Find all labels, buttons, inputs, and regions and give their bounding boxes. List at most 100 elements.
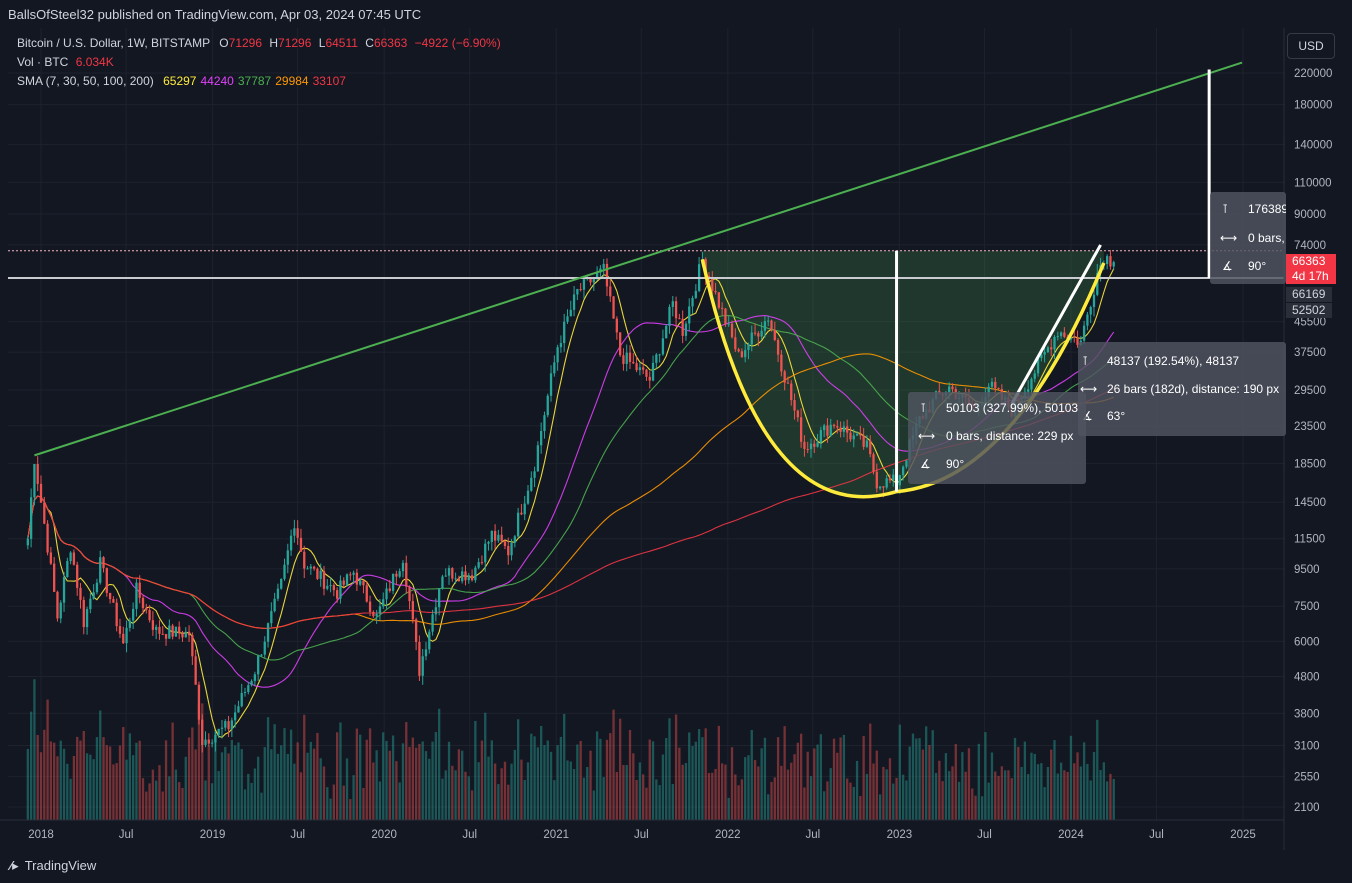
volume-bar bbox=[602, 777, 605, 820]
y-tick-label: 29500 bbox=[1294, 385, 1326, 397]
volume-bar bbox=[319, 758, 322, 820]
candle-body bbox=[398, 571, 401, 577]
volume-bar bbox=[651, 741, 655, 820]
volume-bar bbox=[625, 765, 628, 820]
candle-body bbox=[414, 619, 418, 642]
volume-bar bbox=[839, 737, 842, 820]
candle-body bbox=[220, 727, 224, 729]
candle-body bbox=[645, 369, 648, 377]
volume-bar bbox=[497, 784, 500, 820]
candle-body bbox=[260, 654, 263, 656]
volume-bar bbox=[1000, 766, 1003, 820]
time-axis: 2018 Jul 2019 Jul 2020 Jul 2021 Jul 2022 Jul 2023 J… bbox=[0, 819, 1284, 841]
volume-bar bbox=[145, 791, 148, 820]
currency-button[interactable]: USD bbox=[1287, 33, 1335, 59]
volume-bar bbox=[507, 784, 510, 820]
volume-bar bbox=[546, 740, 549, 820]
y-tick-label: 3100 bbox=[1294, 741, 1320, 753]
candle-body bbox=[342, 580, 345, 585]
sma-label[interactable]: SMA (7, 30, 50, 100, 200) bbox=[17, 74, 154, 88]
candle-body bbox=[194, 656, 197, 685]
sma-value-3: 37787 bbox=[237, 74, 272, 88]
volume-bar bbox=[510, 763, 513, 820]
candle-body bbox=[618, 332, 622, 356]
volume-bar bbox=[786, 769, 790, 820]
volume-bar bbox=[1063, 770, 1066, 820]
volume-bar bbox=[368, 728, 372, 820]
candle-body bbox=[533, 471, 536, 478]
candle-body bbox=[1033, 373, 1036, 379]
level-tag-1: 66169 bbox=[1286, 287, 1332, 302]
volume-bar bbox=[622, 765, 625, 820]
volume-bar bbox=[405, 722, 408, 820]
candle-body bbox=[263, 641, 266, 655]
volume-bar bbox=[543, 745, 546, 820]
candle-body bbox=[809, 443, 813, 450]
volume-bar bbox=[395, 761, 398, 820]
symbol-title[interactable]: Bitcoin / U.S. Dollar, 1W, BITSTAMP bbox=[17, 36, 210, 50]
candle-body bbox=[1056, 336, 1059, 338]
candle-body bbox=[201, 719, 204, 745]
candle-body bbox=[806, 448, 809, 450]
candle-body bbox=[480, 562, 484, 564]
candle-body bbox=[438, 588, 441, 608]
volume-bar bbox=[977, 743, 980, 820]
x-tick-label: Jul bbox=[1149, 829, 1164, 841]
volume-bar bbox=[674, 714, 678, 820]
x-tick-label: Jul bbox=[634, 829, 649, 841]
tradingview-logo[interactable]: ⁄▸ TradingView bbox=[10, 858, 96, 874]
volume-bar bbox=[964, 771, 967, 820]
volume-bar bbox=[1076, 752, 1079, 820]
candle-body bbox=[421, 656, 424, 676]
candle-body bbox=[901, 466, 905, 476]
x-tick-label: 2024 bbox=[1058, 829, 1084, 841]
volume-bar bbox=[490, 740, 493, 820]
last-price-tag: 66363 4d 17h bbox=[1286, 254, 1336, 284]
measure-box-middle[interactable]: ⊺ 48137 (192.54%), 48137 ⟷ 26 bars (182d… bbox=[1078, 342, 1286, 436]
volume-bar bbox=[382, 732, 385, 820]
candle-body bbox=[553, 362, 556, 374]
range-icon: ⊺ bbox=[920, 401, 927, 415]
volume-bar bbox=[872, 763, 875, 820]
volume-bar bbox=[1017, 746, 1020, 820]
candle-body bbox=[29, 497, 33, 539]
volume-bar bbox=[569, 761, 572, 820]
measure-left-bars: 0 bars, distance: 229 px bbox=[946, 429, 1074, 443]
candle-body bbox=[391, 573, 395, 591]
volume-label[interactable]: Vol · BTC bbox=[17, 55, 69, 69]
measure-box-left[interactable]: ⊺ 50103 (327.99%), 50103 ⟷ 0 bars, dista… bbox=[908, 392, 1086, 484]
candle-body bbox=[411, 601, 414, 620]
volume-bar bbox=[987, 782, 990, 820]
low-label: L bbox=[318, 36, 326, 50]
candle-body bbox=[418, 641, 421, 676]
candle-body bbox=[118, 626, 122, 634]
volume-bar bbox=[105, 745, 108, 820]
candle-body bbox=[128, 620, 131, 628]
candle-body bbox=[1112, 262, 1115, 267]
measure-box-right[interactable]: ⊺ 176389 ⟷ 0 bars, ∡ 90° bbox=[1210, 192, 1286, 284]
volume-bar bbox=[76, 736, 79, 820]
volume-bar bbox=[1096, 719, 1099, 820]
volume-bar bbox=[414, 747, 418, 820]
candle-body bbox=[69, 552, 72, 562]
volume-bar bbox=[549, 751, 553, 820]
x-tick-label: Jul bbox=[119, 829, 134, 841]
volume-bar bbox=[783, 726, 786, 820]
candle-body bbox=[270, 611, 273, 624]
volume-bar bbox=[730, 747, 734, 820]
candle-body bbox=[786, 382, 790, 384]
candle-body bbox=[92, 592, 95, 599]
chart-grid bbox=[8, 28, 1284, 820]
volume-bar bbox=[227, 753, 230, 820]
volume-bar bbox=[59, 740, 62, 820]
volume-bar bbox=[1082, 742, 1086, 820]
volume-bar bbox=[138, 740, 141, 820]
candle-body bbox=[892, 474, 895, 481]
candle-body bbox=[740, 351, 744, 358]
candle-body bbox=[724, 308, 727, 325]
candle-body bbox=[164, 634, 168, 639]
volume-bar bbox=[43, 729, 46, 820]
candle-body bbox=[191, 635, 194, 657]
x-tick-label: 2018 bbox=[28, 829, 54, 841]
